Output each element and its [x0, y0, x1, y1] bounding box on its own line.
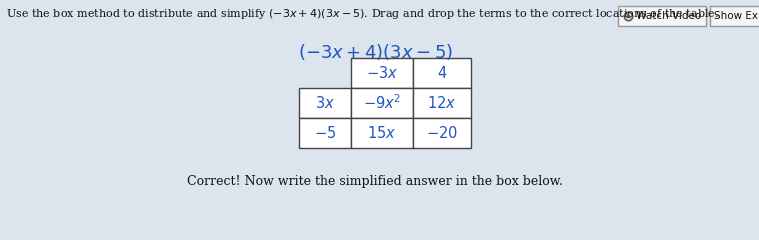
- Text: Use the box method to distribute and simplify $(-3x+4)(3x-5)$. Drag and drop the: Use the box method to distribute and sim…: [6, 7, 719, 21]
- Bar: [413, 118, 471, 148]
- Text: $15x$: $15x$: [367, 125, 397, 141]
- Text: $-9x^2$: $-9x^2$: [363, 94, 402, 112]
- Text: Show Ex: Show Ex: [714, 11, 758, 21]
- Text: $3x$: $3x$: [315, 95, 335, 111]
- FancyBboxPatch shape: [618, 6, 706, 26]
- Text: $-20$: $-20$: [426, 125, 458, 141]
- Text: $-5$: $-5$: [314, 125, 336, 141]
- Bar: [413, 58, 471, 88]
- Bar: [351, 58, 413, 88]
- Text: $\left(-3x+4\right)\left(3x-5\right)$: $\left(-3x+4\right)\left(3x-5\right)$: [298, 42, 452, 62]
- Bar: [413, 88, 471, 118]
- Bar: [299, 88, 351, 118]
- Text: $4$: $4$: [436, 65, 447, 81]
- Bar: [351, 88, 413, 118]
- Bar: [351, 118, 413, 148]
- Bar: [299, 118, 351, 148]
- Text: $-3x$: $-3x$: [366, 65, 398, 81]
- Text: Watch Video: Watch Video: [633, 11, 701, 21]
- Text: $12x$: $12x$: [427, 95, 457, 111]
- Text: Correct! Now write the simplified answer in the box below.: Correct! Now write the simplified answer…: [187, 175, 563, 188]
- FancyBboxPatch shape: [710, 6, 759, 26]
